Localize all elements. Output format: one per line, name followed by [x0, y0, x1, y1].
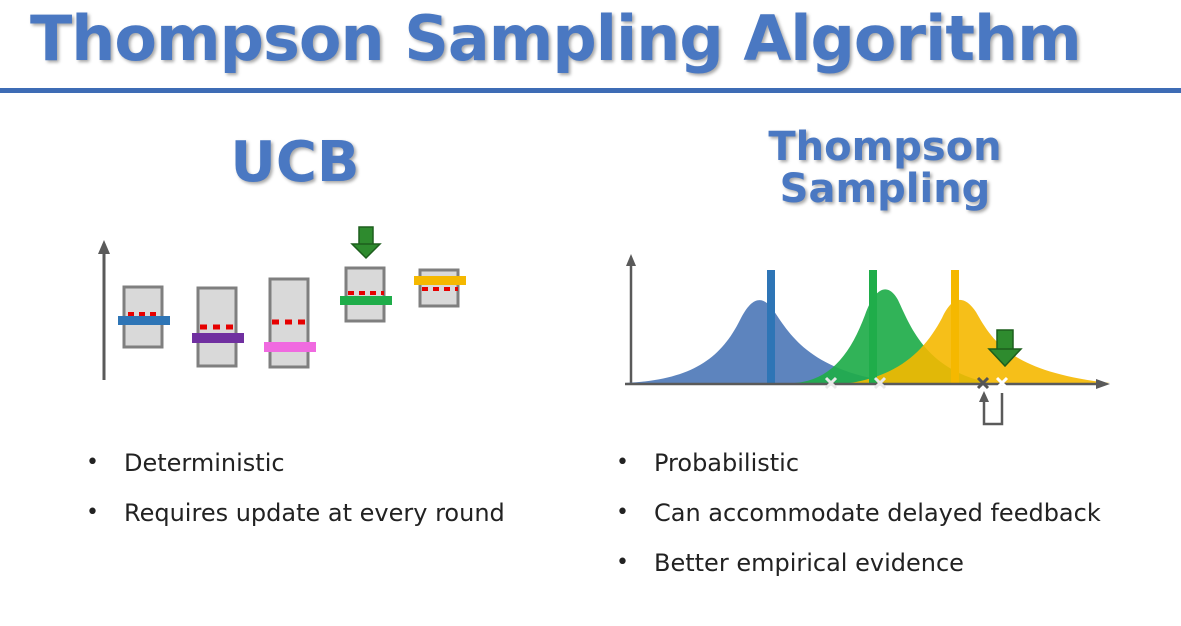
- ucb-bullet-list: Deterministic Requires update at every r…: [86, 438, 505, 538]
- sample-marker-icon: [976, 376, 990, 390]
- thompson-heading: Thompson Sampling: [745, 126, 1025, 210]
- down-arrow-icon: [350, 226, 382, 260]
- ucb-heading: UCB: [230, 130, 360, 195]
- list-item: Can accommodate delayed feedback: [616, 488, 1101, 538]
- ts-mean-bar-green: [869, 270, 877, 385]
- thompson-heading-line2: Sampling: [779, 166, 991, 212]
- ucb-bar-yellow: [414, 276, 466, 285]
- ts-distribution-green: [795, 289, 990, 383]
- thompson-bullet-list: Probabilistic Can accommodate delayed fe…: [616, 438, 1101, 588]
- ts-mean-bar-yellow: [951, 270, 959, 385]
- ucb-bar-pink: [264, 342, 316, 352]
- title-divider: [0, 88, 1181, 93]
- sample-marker-icon: [995, 376, 1009, 390]
- ucb-axis-arrowhead: [98, 240, 110, 254]
- ts-mean-bar-blue: [767, 270, 775, 385]
- list-item: Probabilistic: [616, 438, 1101, 488]
- ts-y-axis-arrowhead: [626, 254, 636, 266]
- sample-marker-icon: [824, 376, 838, 390]
- slide-title: Thompson Sampling Algorithm: [30, 2, 1082, 75]
- sample-marker-icon: [873, 376, 887, 390]
- down-arrow-icon: [987, 329, 1023, 368]
- ts-distribution-blue: [625, 300, 900, 383]
- list-item: Deterministic: [86, 438, 505, 488]
- thompson-heading-line1: Thompson: [768, 124, 1002, 170]
- list-item: Requires update at every round: [86, 488, 505, 538]
- ts-x-axis-arrowhead: [1096, 379, 1110, 389]
- list-item: Better empirical evidence: [616, 538, 1101, 588]
- feedback-loop-arrow-icon: [982, 393, 1004, 426]
- ucb-bar-purple: [192, 333, 244, 343]
- ts-distribution-yellow: [850, 299, 1110, 383]
- feedback-loop-arrowhead: [979, 391, 989, 402]
- ucb-bar-green: [340, 296, 392, 305]
- ucb-bar-blue: [118, 316, 170, 325]
